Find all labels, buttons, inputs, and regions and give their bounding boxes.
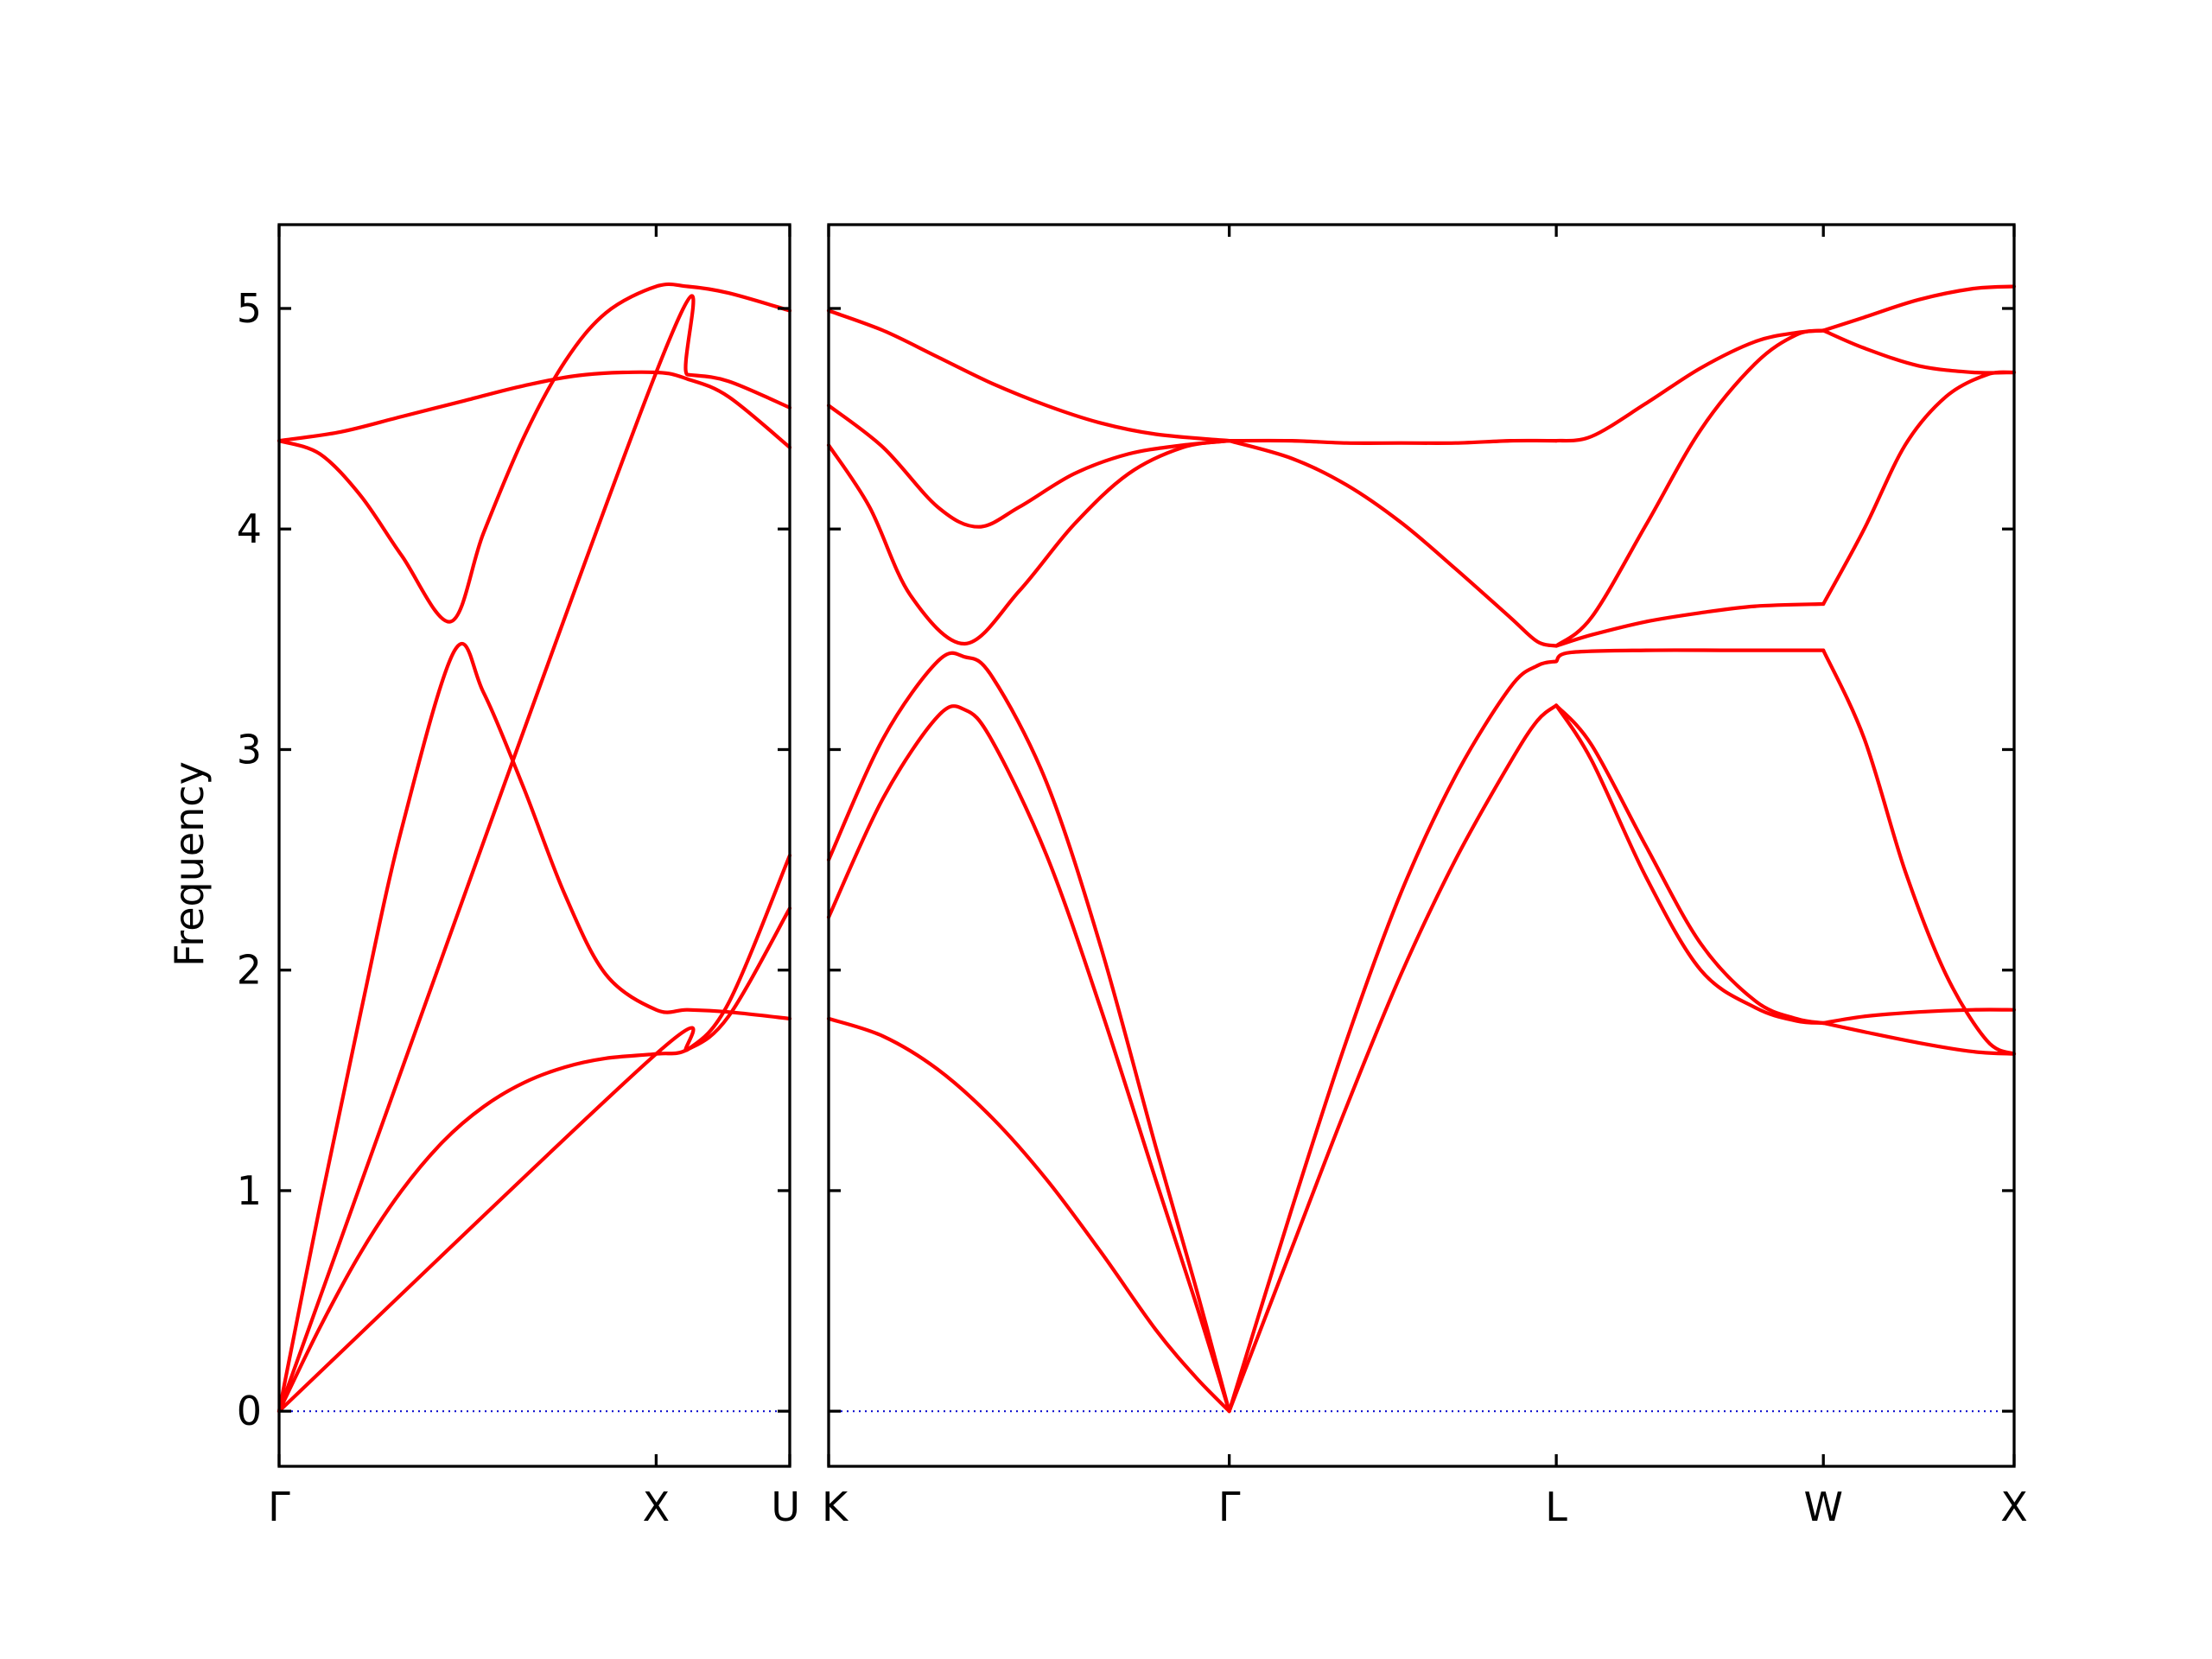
x-tick-label: X (2000, 1484, 2028, 1530)
x-tick-label: Γ (1218, 1484, 1241, 1530)
plot-frame-right (827, 223, 2016, 1468)
band-right-6 (826, 308, 1231, 443)
band-left-4 (276, 370, 792, 449)
panel-left: 0 1 2 3 4 5 Γ X U (237, 223, 800, 1530)
y-tick-label: 3 (237, 726, 262, 772)
y-tick-label: 5 (237, 285, 262, 332)
band-right-11 (1554, 703, 1826, 1026)
band-right-4 (826, 439, 1231, 646)
band-right-17 (1821, 328, 2017, 375)
band-right-18 (1821, 1007, 2017, 1026)
band-right-16 (1821, 284, 2017, 333)
band-right-5 (826, 404, 1231, 529)
band-left-2 (276, 641, 792, 1414)
band-right-12-seg2 (1821, 648, 2017, 1056)
band-right-7 (1227, 438, 1559, 445)
y-axis-title: Frequency (166, 761, 213, 967)
band-right-3 (826, 651, 1231, 1414)
x-tick-label: U (771, 1484, 800, 1530)
x-tick-label: L (1545, 1484, 1567, 1530)
y-tick-label: 1 (237, 1167, 262, 1214)
band-right-2 (826, 704, 1231, 1414)
band-left-6 (276, 294, 792, 1414)
x-tick-label: W (1803, 1484, 1842, 1530)
band-right-10 (1554, 703, 1826, 1026)
band-right-8 (1227, 439, 1559, 648)
band-right-1-seg2 (1227, 703, 1559, 1414)
band-right-13-seg2 (1821, 370, 2017, 607)
y-tick-label: 4 (237, 505, 262, 552)
band-left-5 (276, 853, 792, 1414)
x-tick-label: K (822, 1484, 849, 1530)
band-right-15 (1554, 328, 1826, 648)
band-right-12-seg1 (1554, 648, 1826, 664)
band-right-19 (1821, 1020, 2017, 1056)
band-right-13-seg1 (1554, 601, 1826, 648)
y-tick-label: 2 (237, 947, 262, 994)
x-tick-label: X (643, 1484, 671, 1530)
y-tick-label: 0 (237, 1388, 262, 1434)
band-left-3 (276, 282, 792, 624)
x-tick-label: Γ (268, 1484, 290, 1530)
band-right-9 (1227, 659, 1559, 1414)
band-right-14 (1554, 328, 1826, 443)
band-right-1-seg1 (826, 1016, 1231, 1414)
plot-frame-left (277, 223, 791, 1468)
